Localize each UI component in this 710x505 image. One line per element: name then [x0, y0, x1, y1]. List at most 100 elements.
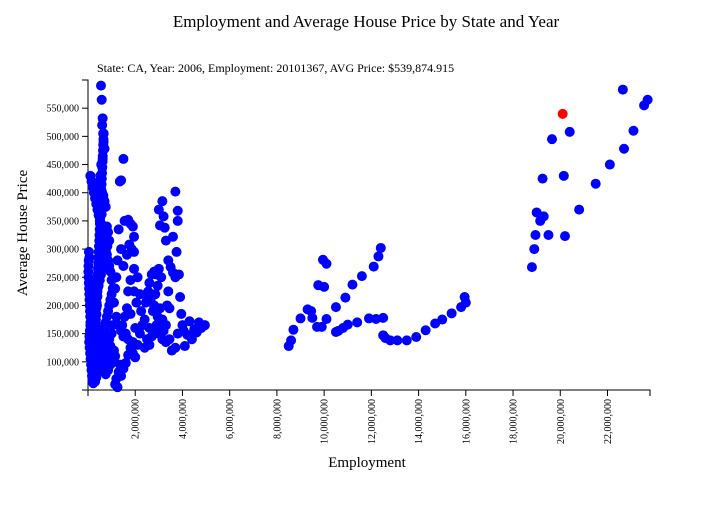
data-point[interactable]	[152, 280, 163, 291]
data-point[interactable]	[111, 311, 122, 322]
data-point[interactable]	[321, 313, 332, 324]
data-point[interactable]	[153, 263, 164, 274]
data-point[interactable]	[150, 289, 161, 300]
data-point[interactable]	[157, 196, 168, 207]
data-point[interactable]	[170, 272, 181, 283]
data-point[interactable]	[159, 222, 170, 233]
data-point[interactable]	[120, 357, 131, 368]
data-point[interactable]	[199, 320, 210, 331]
data-point[interactable]	[590, 178, 601, 189]
data-point[interactable]	[94, 246, 105, 257]
data-point[interactable]	[96, 94, 107, 105]
data-point[interactable]	[373, 251, 384, 262]
data-point[interactable]	[118, 153, 129, 164]
data-point[interactable]	[170, 342, 181, 353]
data-point[interactable]	[129, 246, 140, 257]
data-point[interactable]	[116, 175, 127, 186]
data-point[interactable]	[537, 173, 548, 184]
data-point[interactable]	[112, 382, 123, 393]
data-point[interactable]	[132, 272, 143, 283]
data-point[interactable]	[85, 170, 96, 181]
data-point[interactable]	[184, 316, 195, 327]
data-point[interactable]	[113, 224, 124, 235]
data-point[interactable]	[93, 264, 104, 275]
data-point[interactable]	[459, 292, 470, 302]
data-point[interactable]	[529, 244, 540, 255]
data-point[interactable]	[95, 80, 106, 91]
data-point[interactable]	[385, 335, 396, 346]
data-point[interactable]	[91, 318, 102, 329]
data-point[interactable]	[547, 134, 558, 145]
data-point[interactable]	[330, 302, 341, 313]
data-point[interactable]	[175, 292, 186, 302]
data-point[interactable]	[307, 312, 318, 323]
data-point[interactable]	[378, 312, 389, 323]
data-point[interactable]	[97, 199, 108, 209]
data-point[interactable]	[179, 341, 190, 352]
data-point[interactable]	[163, 286, 174, 297]
data-point[interactable]	[340, 292, 351, 303]
data-point[interactable]	[95, 237, 106, 248]
data-point[interactable]	[526, 262, 537, 273]
data-point[interactable]	[356, 271, 367, 282]
data-point[interactable]	[107, 320, 118, 331]
data-point[interactable]	[171, 246, 182, 257]
data-point[interactable]	[127, 221, 138, 232]
data-point[interactable]	[559, 231, 570, 242]
data-point[interactable]	[90, 376, 101, 387]
data-point[interactable]	[98, 341, 109, 352]
data-point[interactable]	[124, 239, 135, 250]
data-point[interactable]	[191, 327, 202, 338]
data-point[interactable]	[92, 282, 103, 293]
data-point[interactable]	[157, 334, 168, 345]
data-point[interactable]	[288, 324, 299, 335]
data-point[interactable]	[642, 94, 653, 105]
data-point[interactable]	[172, 328, 183, 339]
data-point[interactable]	[295, 313, 306, 324]
highlighted-data-point[interactable]	[557, 108, 568, 119]
data-point[interactable]	[604, 159, 615, 170]
data-point[interactable]	[316, 321, 327, 332]
data-point[interactable]	[168, 231, 179, 242]
data-point[interactable]	[368, 261, 379, 272]
data-point[interactable]	[136, 306, 147, 317]
data-point[interactable]	[164, 303, 175, 314]
data-point[interactable]	[97, 120, 108, 131]
data-point[interactable]	[139, 342, 150, 353]
data-point[interactable]	[352, 317, 363, 328]
data-point[interactable]	[375, 242, 386, 253]
data-point[interactable]	[342, 319, 353, 330]
data-point[interactable]	[92, 291, 103, 302]
data-point[interactable]	[139, 314, 150, 325]
data-point[interactable]	[286, 335, 297, 346]
data-point[interactable]	[123, 350, 134, 361]
data-point[interactable]	[617, 84, 628, 95]
data-point[interactable]	[96, 218, 107, 229]
data-point[interactable]	[117, 320, 128, 331]
data-point[interactable]	[160, 320, 171, 331]
data-point[interactable]	[319, 281, 330, 292]
data-point[interactable]	[437, 314, 448, 325]
data-point[interactable]	[90, 327, 101, 338]
data-point[interactable]	[129, 263, 140, 274]
data-point[interactable]	[420, 325, 431, 336]
data-point[interactable]	[152, 311, 163, 322]
data-point[interactable]	[411, 332, 422, 343]
data-point[interactable]	[144, 323, 155, 333]
data-point[interactable]	[123, 286, 134, 297]
data-point[interactable]	[89, 345, 100, 356]
data-point[interactable]	[558, 170, 569, 181]
data-point[interactable]	[170, 186, 181, 197]
data-point[interactable]	[91, 300, 102, 311]
data-point[interactable]	[347, 279, 358, 290]
data-point[interactable]	[93, 273, 104, 284]
data-point[interactable]	[107, 283, 118, 294]
data-point[interactable]	[144, 277, 155, 288]
data-point[interactable]	[158, 211, 169, 222]
data-point[interactable]	[90, 336, 101, 347]
data-point[interactable]	[96, 209, 107, 220]
data-point[interactable]	[628, 125, 639, 136]
data-point[interactable]	[131, 297, 142, 308]
data-point[interactable]	[574, 204, 585, 215]
data-point[interactable]	[91, 309, 102, 320]
